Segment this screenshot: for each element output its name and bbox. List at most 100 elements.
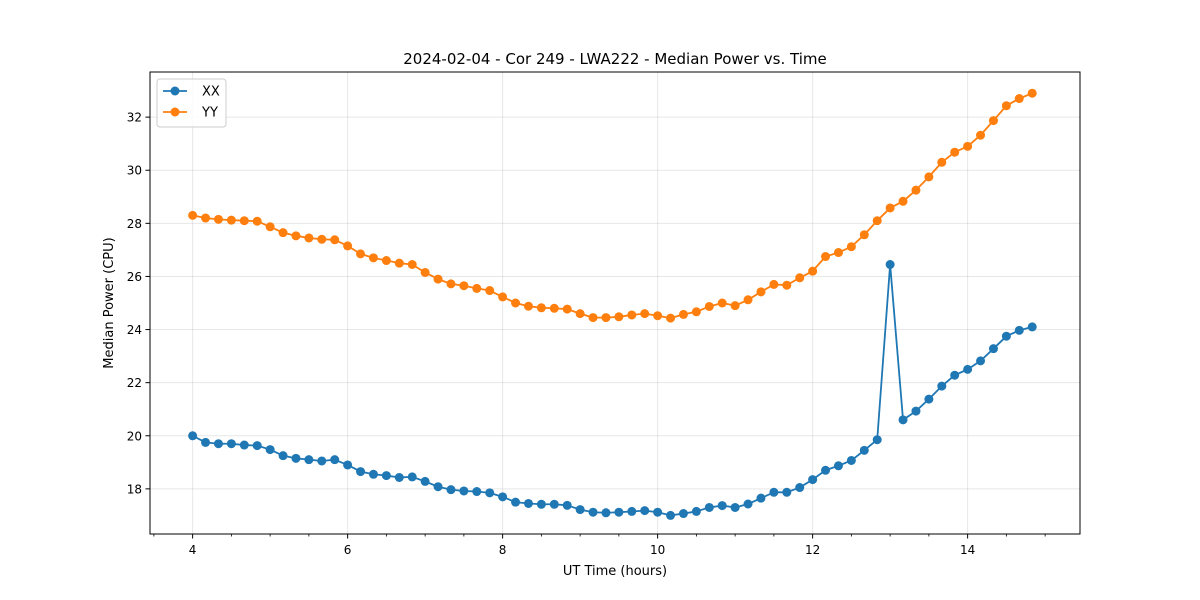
y-tick-label: 30: [127, 164, 142, 178]
data-point-xx: [356, 467, 366, 477]
data-point-xx: [498, 492, 508, 502]
data-point-xx: [666, 510, 676, 520]
data-point-xx: [239, 440, 249, 450]
data-point-yy: [730, 301, 740, 311]
data-point-yy: [562, 304, 572, 314]
data-point-xx: [381, 471, 391, 481]
data-point-xx: [265, 445, 275, 455]
data-point-yy: [420, 267, 430, 277]
data-point-yy: [691, 307, 701, 317]
data-point-yy: [627, 310, 637, 320]
data-point-xx: [407, 472, 417, 482]
data-point-xx: [808, 475, 818, 485]
data-point-xx: [562, 500, 572, 510]
x-tick-label: 4: [189, 543, 197, 557]
data-point-yy: [795, 273, 805, 283]
data-point-xx: [988, 344, 998, 354]
data-point-yy: [239, 216, 249, 226]
data-point-xx: [898, 415, 908, 425]
y-tick-label: 20: [127, 429, 142, 443]
legend-label-yy: YY: [201, 106, 218, 121]
data-point-yy: [601, 313, 611, 323]
data-point-yy: [226, 215, 236, 225]
data-point-yy: [523, 301, 533, 311]
data-point-xx: [717, 501, 727, 511]
data-point-yy: [291, 231, 301, 241]
data-point-yy: [950, 147, 960, 157]
data-point-xx: [252, 441, 262, 451]
data-point-xx: [368, 469, 378, 479]
data-point-yy: [898, 196, 908, 206]
y-tick-label: 32: [127, 111, 142, 125]
data-point-xx: [446, 485, 456, 495]
data-point-xx: [859, 445, 869, 455]
data-point-yy: [1027, 88, 1037, 98]
data-point-yy: [846, 242, 856, 252]
data-point-yy: [988, 116, 998, 126]
data-point-xx: [523, 498, 533, 508]
data-point-xx: [188, 431, 198, 441]
data-point-xx: [343, 460, 353, 470]
data-point-yy: [976, 130, 986, 140]
data-point-xx: [433, 482, 443, 492]
data-point-yy: [356, 249, 366, 259]
data-point-xx: [1001, 331, 1011, 341]
data-point-yy: [704, 301, 714, 311]
data-point-xx: [278, 451, 288, 461]
data-point-xx: [782, 487, 792, 497]
data-point-yy: [678, 309, 688, 319]
data-point-yy: [549, 303, 559, 313]
data-point-xx: [769, 487, 779, 497]
data-point-xx: [691, 506, 701, 516]
data-point-yy: [782, 280, 792, 290]
y-axis-title: Median Power (CPU): [102, 237, 117, 368]
data-point-yy: [859, 230, 869, 240]
chart-title: 2024-02-04 - Cor 249 - LWA222 - Median P…: [403, 50, 827, 68]
x-tick-label: 6: [344, 543, 352, 557]
data-point-yy: [317, 234, 327, 244]
data-point-xx: [872, 435, 882, 445]
data-point-xx: [614, 507, 624, 517]
data-point-yy: [756, 287, 766, 297]
data-point-xx: [963, 364, 973, 374]
data-point-yy: [278, 228, 288, 238]
data-point-xx: [627, 506, 637, 516]
legend-marker-yy: [170, 107, 180, 117]
data-point-xx: [730, 502, 740, 512]
x-tick-label: 8: [499, 543, 507, 557]
data-point-yy: [343, 241, 353, 251]
data-point-xx: [1027, 322, 1037, 332]
data-point-xx: [201, 437, 211, 447]
data-point-yy: [213, 214, 223, 224]
data-point-yy: [963, 141, 973, 151]
data-point-yy: [459, 281, 469, 291]
data-point-yy: [937, 157, 947, 167]
data-point-xx: [743, 499, 753, 509]
data-point-xx: [588, 507, 598, 517]
data-point-yy: [407, 260, 417, 269]
data-point-xx: [846, 455, 856, 465]
y-tick-label: 26: [127, 270, 142, 284]
ticks: 4 6 8 10 12 14 18 20 22 24 26 28 30 32: [127, 111, 1046, 557]
data-point-xx: [601, 508, 611, 518]
data-point-yy: [872, 216, 882, 226]
data-point-yy: [304, 233, 314, 243]
data-point-xx: [937, 381, 947, 391]
plot-frame: [149, 71, 1081, 535]
data-point-yy: [265, 222, 275, 232]
data-point-yy: [769, 279, 779, 289]
legend-marker-xx: [170, 86, 180, 96]
data-point-xx: [549, 499, 559, 509]
data-point-yy: [1014, 94, 1024, 104]
data-point-xx: [795, 483, 805, 493]
data-point-xx: [213, 439, 223, 449]
data-point-yy: [833, 248, 843, 258]
data-point-yy: [381, 256, 391, 266]
data-point-xx: [394, 472, 404, 482]
data-point-yy: [188, 210, 198, 220]
y-tick-label: 18: [127, 482, 142, 496]
data-point-yy: [252, 216, 262, 226]
data-point-xx: [885, 260, 895, 269]
data-point-yy: [808, 266, 818, 276]
